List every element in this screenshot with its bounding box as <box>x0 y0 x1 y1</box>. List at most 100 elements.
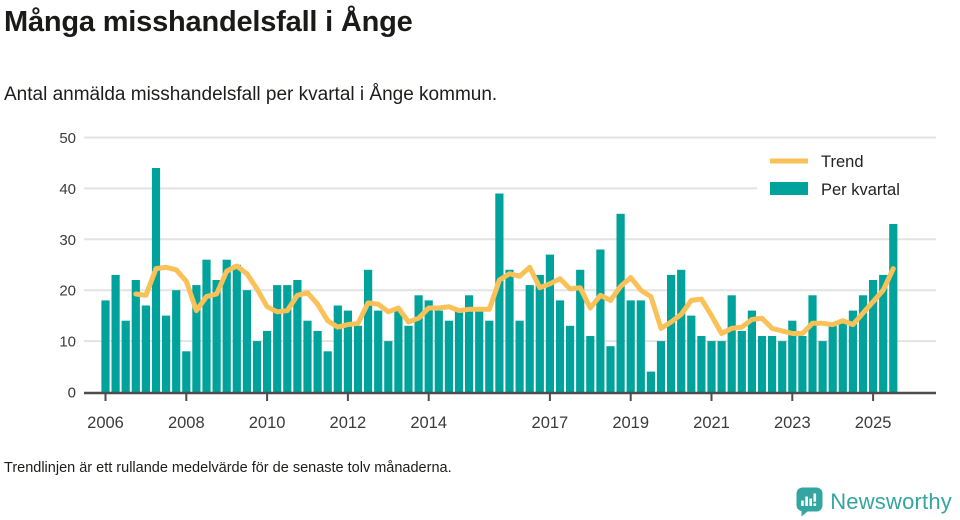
bar <box>808 295 817 392</box>
bar <box>202 259 211 392</box>
bar <box>828 325 837 392</box>
y-tick-label: 40 <box>59 181 76 198</box>
x-tick-label: 2010 <box>249 414 286 432</box>
y-axis-labels: 0 10 20 30 40 50 <box>59 130 76 402</box>
bar <box>252 341 262 392</box>
legend-bar-swatch <box>770 182 808 195</box>
bar <box>869 280 878 392</box>
bar <box>646 371 655 392</box>
bar <box>384 341 393 392</box>
bar <box>505 269 514 392</box>
bar <box>374 310 383 392</box>
bar <box>727 295 736 392</box>
chart-subtitle: Antal anmälda misshandelsfall per kvarta… <box>4 84 498 105</box>
bar <box>293 280 302 392</box>
bar <box>444 320 453 392</box>
x-tick-label: 2012 <box>330 414 367 432</box>
bar <box>424 300 433 392</box>
bar <box>747 310 756 392</box>
bar <box>343 310 352 392</box>
bar <box>333 305 342 392</box>
bar <box>303 320 312 392</box>
bar <box>141 305 150 392</box>
y-tick-label: 20 <box>59 283 76 300</box>
bar <box>889 224 898 392</box>
y-tick-label: 50 <box>59 130 76 147</box>
bar <box>677 269 686 392</box>
bar <box>283 285 292 392</box>
bar <box>323 351 332 392</box>
brand-lockup: Newsworthy <box>796 487 952 517</box>
bar <box>434 310 443 392</box>
trend-line <box>133 263 896 336</box>
legend-trend-label: Trend <box>821 153 864 171</box>
bar <box>404 325 413 392</box>
x-tick-label: 2014 <box>410 414 447 432</box>
trend-footnote: Trendlinjen är ett rullande medelvärde f… <box>4 460 452 476</box>
bar <box>162 315 171 392</box>
bar <box>667 274 676 392</box>
bar <box>465 295 474 392</box>
bar <box>636 300 645 392</box>
bar <box>858 295 868 392</box>
bar <box>535 274 544 392</box>
bar <box>818 341 827 392</box>
bars-group <box>101 168 898 393</box>
bar <box>182 351 191 392</box>
x-tick-label: 2008 <box>168 414 205 432</box>
bar <box>495 193 504 392</box>
bar <box>838 320 847 392</box>
bar <box>687 315 696 392</box>
bar <box>121 320 130 392</box>
bar <box>848 310 857 392</box>
x-tick-label: 2021 <box>693 414 730 432</box>
bar <box>525 285 534 392</box>
x-tick-label: 2023 <box>774 414 811 432</box>
x-tick-label: 2006 <box>87 414 124 432</box>
bar <box>626 300 635 392</box>
bar <box>596 249 605 392</box>
bar <box>707 341 716 392</box>
legend-bars-label: Per kvartal <box>821 181 900 199</box>
x-axis <box>84 391 936 401</box>
bar <box>364 269 373 392</box>
bar <box>263 330 272 392</box>
bar <box>586 336 595 392</box>
bar <box>606 346 615 392</box>
bar <box>454 310 464 392</box>
bar <box>414 295 423 392</box>
bar <box>737 330 746 392</box>
bar <box>313 330 322 392</box>
bar <box>788 320 797 392</box>
bar <box>515 320 524 392</box>
y-tick-label: 0 <box>68 385 76 402</box>
x-axis-labels: 2006 2008 2010 2012 2014 2017 2019 2021 2023 2025 <box>87 414 891 432</box>
bar <box>757 336 767 392</box>
bar <box>273 285 282 392</box>
bar <box>778 341 787 392</box>
bar <box>212 280 221 392</box>
x-tick-label: 2019 <box>612 414 649 432</box>
bar <box>656 341 666 392</box>
bar <box>192 285 201 392</box>
newsworthy-logo-icon <box>796 487 823 517</box>
x-tick-label: 2017 <box>532 414 569 432</box>
brand-name: Newsworthy <box>830 489 952 514</box>
bar <box>717 341 726 392</box>
bar <box>485 320 494 392</box>
bar <box>697 336 706 392</box>
bar <box>555 300 565 392</box>
bar <box>111 274 120 392</box>
bar <box>616 213 625 392</box>
bar <box>475 310 484 392</box>
y-tick-label: 10 <box>59 334 76 351</box>
bar <box>172 290 181 392</box>
bar <box>242 290 251 392</box>
legend: Trend Per kvartal <box>757 148 939 200</box>
bar <box>232 264 241 393</box>
bar <box>768 336 777 392</box>
bar <box>879 274 888 392</box>
bar <box>131 280 140 392</box>
